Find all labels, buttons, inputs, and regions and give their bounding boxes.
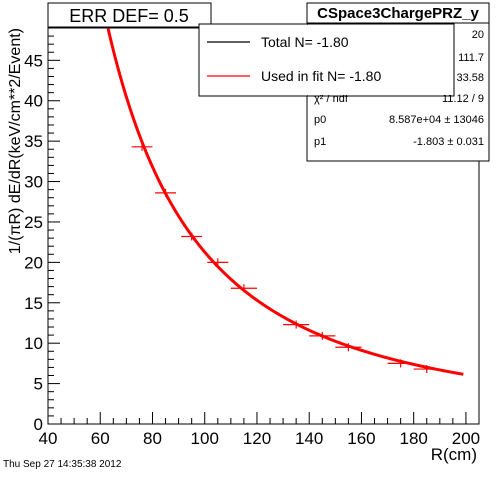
legend-entry: Total N= -1.80 [207,34,349,50]
stats-row-label: p1 [314,136,326,148]
y-tick-label: 10 [24,334,43,353]
x-tick-label: 200 [452,429,480,448]
fit-curve [106,28,464,376]
y-tick-label: 0 [34,415,43,434]
stats-row-value: 20 [472,29,484,41]
axis-ticks [47,27,480,425]
stats-row-value: -1.803 ± 0.031 [413,136,484,148]
histogram-title: CSpace3ChargePRZ_y [317,5,479,22]
timestamp: Thu Sep 27 14:35:38 2012 [3,459,122,470]
x-tick-label: 80 [143,429,162,448]
err-def-text: ERR DEF= 0.5 [69,6,189,26]
data-point [230,284,257,293]
data-point [207,258,229,267]
legend-label: Used in fit N= -1.80 [261,68,381,84]
data-point [309,331,336,340]
y-tick-labels: 0 5 10 15 20 25 30 35 40 45 [24,51,43,434]
stats-row-value: 8.587e+04 ± 13046 [389,114,484,126]
y-tick-label: 20 [24,253,43,272]
y-axis-title: 1/(πR) dE/dR(keV/cm**2/Event) [7,28,24,254]
legend-box-fill [200,25,453,95]
x-axis-title: R(cm) [431,445,477,464]
x-tick-label: 180 [400,429,428,448]
x-tick-labels: 40 60 80 100 120 140 160 180 200 [39,429,481,448]
legend-box-border [198,23,455,97]
x-tick-label: 100 [191,429,219,448]
y-tick-label: 35 [24,132,43,151]
y-tick-label: 15 [24,294,43,313]
data-point [283,320,310,329]
fit-line [106,28,464,376]
data-point [155,188,176,197]
x-tick-label: 40 [39,429,58,448]
data-points [131,142,440,374]
y-tick-label: 5 [34,375,43,394]
x-tick-label: 160 [347,429,375,448]
data-point [181,232,203,241]
stats-row-value: 33.58 [456,72,484,84]
err-def-box [47,2,212,28]
stats-row-value: 111.7 [458,52,484,64]
legend-label: Total N= -1.80 [261,34,349,50]
data-point [413,365,440,374]
y-tick-label: 30 [24,173,43,192]
y-tick-label: 25 [24,213,43,232]
legend-entries: Total N= -1.80 Used in fit N= -1.80 [207,34,381,84]
legend-entry: Used in fit N= -1.80 [207,68,381,84]
x-tick-label: 60 [91,429,110,448]
y-tick-label: 45 [24,51,43,70]
data-point [131,142,153,151]
data-point [335,343,362,352]
data-point [387,359,414,368]
x-tick-label: 140 [295,429,323,448]
stats-row-label: p0 [314,114,326,126]
x-tick-label: 120 [243,429,271,448]
y-tick-label: 40 [24,92,43,111]
